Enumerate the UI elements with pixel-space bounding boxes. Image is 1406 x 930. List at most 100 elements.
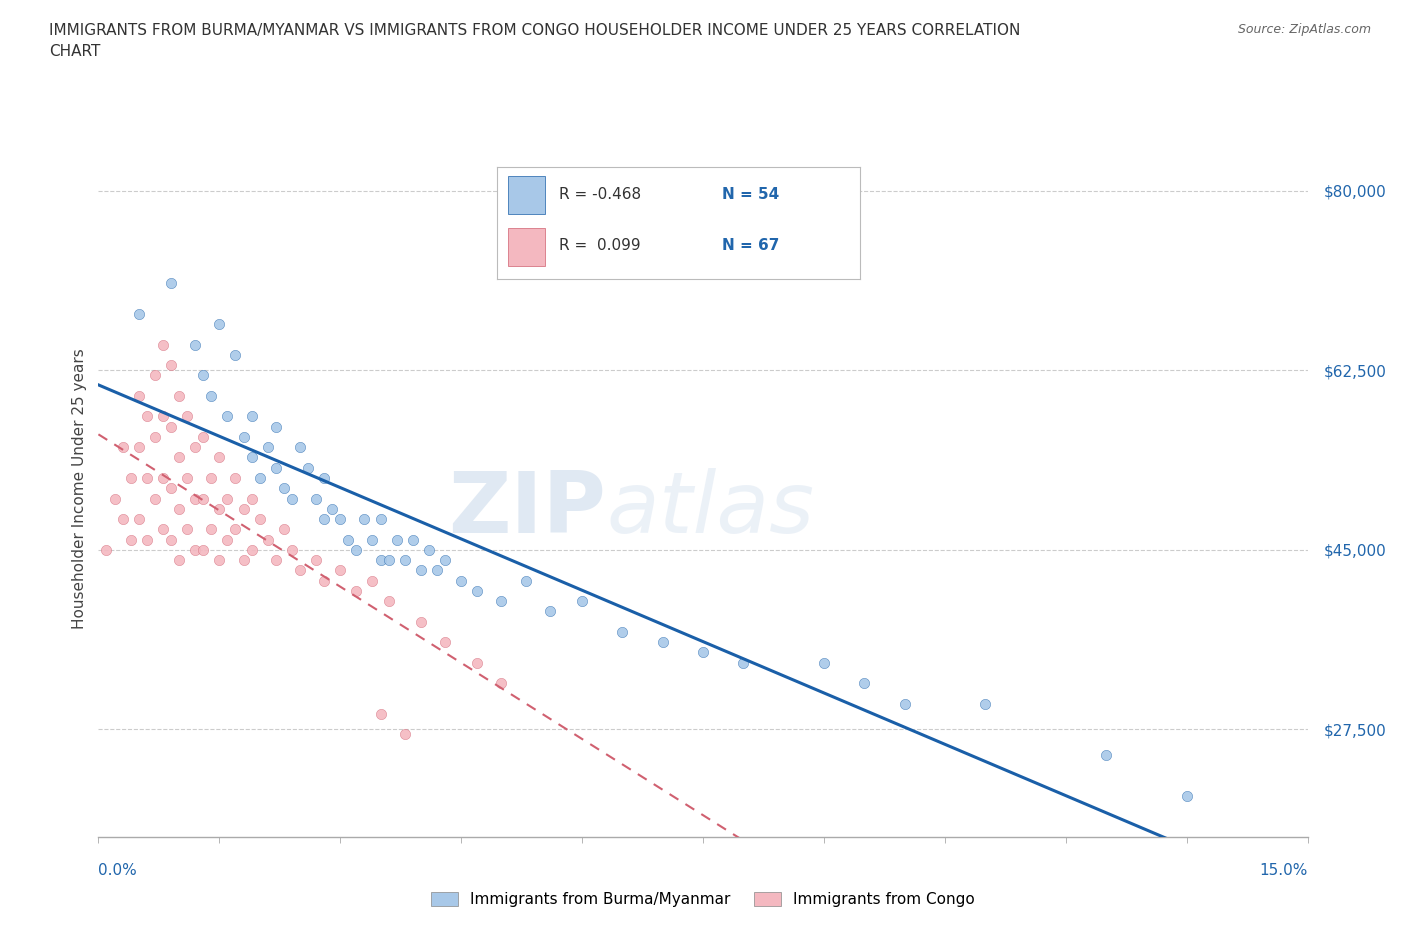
Point — [208, 552, 231, 567]
Point — [128, 389, 150, 404]
Point — [128, 440, 150, 455]
Point — [160, 275, 183, 290]
Point — [281, 542, 304, 557]
Point — [465, 583, 488, 598]
Point — [249, 471, 271, 485]
Point — [193, 368, 215, 383]
Point — [402, 532, 425, 547]
Point — [370, 707, 392, 722]
Point — [176, 522, 198, 537]
Point — [135, 532, 157, 547]
Point — [538, 604, 561, 618]
Point — [184, 338, 207, 352]
Legend: Immigrants from Burma/Myanmar, Immigrants from Congo: Immigrants from Burma/Myanmar, Immigrant… — [425, 885, 981, 913]
Point — [103, 491, 125, 506]
Point — [571, 593, 593, 608]
Point — [217, 409, 239, 424]
Point — [329, 563, 352, 578]
Point — [394, 727, 416, 742]
Point — [120, 471, 142, 485]
Point — [409, 614, 432, 629]
Point — [256, 440, 278, 455]
Point — [377, 552, 399, 567]
Point — [273, 481, 295, 496]
Point — [893, 697, 915, 711]
Point — [385, 532, 408, 547]
Point — [176, 409, 198, 424]
Point — [224, 522, 246, 537]
Point — [160, 532, 183, 547]
Point — [143, 491, 166, 506]
Point — [240, 409, 263, 424]
Y-axis label: Householder Income Under 25 years: Householder Income Under 25 years — [72, 348, 87, 629]
Point — [321, 501, 343, 516]
Point — [434, 552, 457, 567]
Point — [224, 471, 246, 485]
Point — [273, 522, 295, 537]
Point — [167, 389, 190, 404]
Text: atlas: atlas — [606, 468, 814, 551]
Point — [394, 552, 416, 567]
Text: IMMIGRANTS FROM BURMA/MYANMAR VS IMMIGRANTS FROM CONGO HOUSEHOLDER INCOME UNDER : IMMIGRANTS FROM BURMA/MYANMAR VS IMMIGRA… — [49, 23, 1021, 60]
Point — [361, 573, 384, 588]
Point — [200, 522, 222, 537]
Point — [418, 542, 440, 557]
Point — [426, 563, 449, 578]
Point — [297, 460, 319, 475]
Point — [344, 583, 367, 598]
Point — [370, 512, 392, 526]
Point — [491, 676, 513, 691]
Point — [314, 573, 336, 588]
Point — [128, 512, 150, 526]
Point — [135, 471, 157, 485]
Point — [152, 471, 174, 485]
Point — [314, 512, 336, 526]
Point — [450, 573, 472, 588]
Point — [240, 450, 263, 465]
Point — [111, 512, 134, 526]
Point — [232, 501, 254, 516]
Point — [232, 552, 254, 567]
Point — [1095, 748, 1118, 763]
Point — [288, 563, 311, 578]
Point — [361, 532, 384, 547]
Point — [305, 552, 328, 567]
Point — [329, 512, 352, 526]
Point — [651, 634, 673, 649]
Point — [465, 655, 488, 670]
Text: 0.0%: 0.0% — [98, 863, 138, 878]
Point — [193, 430, 215, 445]
Point — [612, 624, 634, 639]
Point — [217, 532, 239, 547]
Point — [240, 491, 263, 506]
Point — [135, 409, 157, 424]
Point — [160, 419, 183, 434]
Point — [184, 491, 207, 506]
Point — [353, 512, 375, 526]
Point — [128, 307, 150, 322]
Point — [143, 430, 166, 445]
Point — [264, 460, 287, 475]
Point — [167, 552, 190, 567]
Point — [264, 419, 287, 434]
Point — [167, 450, 190, 465]
Point — [1175, 789, 1198, 804]
Point — [184, 542, 207, 557]
Point — [152, 409, 174, 424]
Point — [111, 440, 134, 455]
Point — [152, 338, 174, 352]
Point — [692, 644, 714, 659]
Point — [160, 358, 183, 373]
Point — [314, 471, 336, 485]
Point — [232, 430, 254, 445]
Point — [193, 491, 215, 506]
Point — [152, 522, 174, 537]
Point — [184, 440, 207, 455]
Point — [208, 450, 231, 465]
Point — [288, 440, 311, 455]
Point — [167, 501, 190, 516]
Point — [853, 676, 876, 691]
Point — [176, 471, 198, 485]
Point — [193, 542, 215, 557]
Point — [120, 532, 142, 547]
